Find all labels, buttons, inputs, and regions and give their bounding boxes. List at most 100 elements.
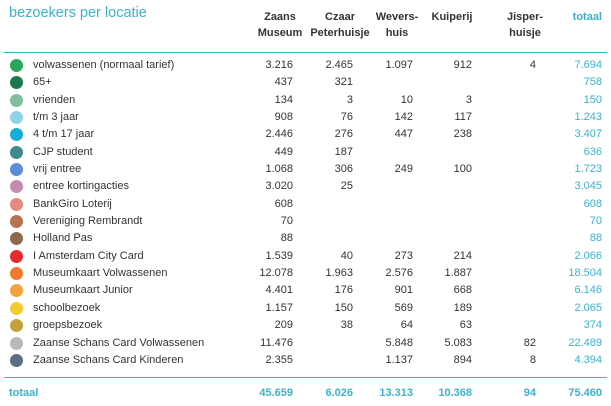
cell-jisperhuisje: 8 xyxy=(529,353,536,366)
cell-wevershuis: 142 xyxy=(394,111,413,124)
cell-totaal: 3.407 xyxy=(574,128,602,141)
cell-czaar-peterhuisje: 176 xyxy=(334,284,353,297)
cell-kuiperij: 5.083 xyxy=(444,336,472,349)
cell-totaal: 758 xyxy=(583,76,602,89)
column-header-line: totaal xyxy=(572,11,602,23)
row-label: volwassenen (normaal tarief) xyxy=(33,59,175,71)
table-row: groepsbezoek 209 38 64 63 374 xyxy=(0,317,611,334)
cell-zaans-museum: 70 xyxy=(280,215,293,228)
row-label: Zaanse Schans Card Kinderen xyxy=(33,353,184,366)
table-row: 4 t/m 17 jaar 2.446 276 447 238 3.407 xyxy=(0,126,611,143)
cell-kuiperij: 238 xyxy=(453,128,472,141)
cell-zaans-museum: 12.078 xyxy=(259,267,293,280)
row-label: Zaanse Schans Card Volwassenen xyxy=(33,336,205,349)
row-label: Museumkaart Junior xyxy=(33,284,133,297)
cell-zaans-museum: 2.446 xyxy=(265,128,293,141)
column-header-totaal: totaal xyxy=(552,10,602,26)
category-color-dot-icon xyxy=(10,145,23,159)
category-color-dot-icon xyxy=(10,197,23,211)
cell-czaar-peterhuisje: 276 xyxy=(334,128,353,141)
cell-wevershuis: 569 xyxy=(394,301,413,314)
cell-czaar-peterhuisje: 25 xyxy=(340,180,353,193)
total-zaans-museum: 45.659 xyxy=(259,387,293,399)
cell-wevershuis: 2.576 xyxy=(385,267,413,280)
table-row: t/m 3 jaar 908 76 142 117 1.243 xyxy=(0,109,611,126)
category-color-dot-icon xyxy=(10,336,23,350)
table-row: Museumkaart Volwassenen 12.078 1.963 2.576 1… xyxy=(0,265,611,282)
column-header-line: Jisper- xyxy=(506,11,544,23)
table-row: Zaanse Schans Card Volwassenen 11.476 5.84… xyxy=(0,335,611,352)
row-label: 4 t/m 17 jaar xyxy=(33,128,95,141)
cell-jisperhuisje: 4 xyxy=(529,59,536,71)
category-color-dot-icon xyxy=(10,215,23,229)
category-color-dot-icon xyxy=(10,319,23,333)
total-kuiperij: 10.368 xyxy=(438,387,472,399)
row-label: groepsbezoek xyxy=(33,319,103,332)
column-header-line: Czaar xyxy=(325,11,355,23)
table-row: Holland Pas 88 88 xyxy=(0,230,611,247)
category-color-dot-icon xyxy=(10,59,23,72)
total-wevershuis: 13.313 xyxy=(379,387,413,399)
cell-totaal: 22.489 xyxy=(568,336,602,349)
cell-wevershuis: 447 xyxy=(394,128,413,141)
cell-wevershuis: 1.097 xyxy=(385,59,413,71)
category-color-dot-icon xyxy=(10,353,23,367)
table-body: volwassenen (normaal tarief) 3.216 2.465 1.… xyxy=(0,57,611,369)
column-header-line: huis xyxy=(385,26,409,39)
cell-totaal: 374 xyxy=(583,319,602,332)
cell-czaar-peterhuisje: 2.465 xyxy=(325,59,353,71)
total-totaal: 75.460 xyxy=(568,387,602,399)
cell-kuiperij: 668 xyxy=(453,284,472,297)
cell-totaal: 3.045 xyxy=(574,180,602,193)
cell-zaans-museum: 3.216 xyxy=(265,59,293,71)
cell-zaans-museum: 11.476 xyxy=(260,336,293,349)
cell-zaans-museum: 437 xyxy=(274,76,293,89)
column-header-line: Peterhuisje xyxy=(310,26,370,39)
cell-wevershuis: 249 xyxy=(394,163,413,176)
cell-totaal: 150 xyxy=(583,93,602,106)
row-label: Holland Pas xyxy=(33,232,93,245)
totals-label: totaal xyxy=(9,387,39,399)
table-row: entree kortingacties 3.020 25 3.045 xyxy=(0,178,611,195)
row-label: vrienden xyxy=(33,93,76,106)
table-row: CJP student 449 187 636 xyxy=(0,144,611,161)
cell-czaar-peterhuisje: 76 xyxy=(340,111,353,124)
category-color-dot-icon xyxy=(10,301,23,315)
totals-row: totaal 45.659 6.026 13.313 10.368 94 75.460 xyxy=(0,385,611,401)
table-row: 65+ 437 321 758 xyxy=(0,74,611,91)
cell-zaans-museum: 1.068 xyxy=(265,163,293,176)
row-label: t/m 3 jaar xyxy=(33,111,79,124)
cell-kuiperij: 912 xyxy=(453,59,472,71)
cell-totaal: 18.504 xyxy=(568,267,602,280)
cell-zaans-museum: 449 xyxy=(274,145,293,158)
column-header-wevershuis: Wevers-huis xyxy=(372,10,422,41)
column-header-czaar-peterhuisje: Czaar Peterhuisje xyxy=(305,10,375,41)
category-color-dot-icon xyxy=(10,128,23,142)
cell-kuiperij: 189 xyxy=(453,301,472,314)
cell-kuiperij: 214 xyxy=(453,249,472,262)
category-color-dot-icon xyxy=(10,163,23,177)
cell-wevershuis: 5.848 xyxy=(385,336,413,349)
table-row: Zaanse Schans Card Kinderen 2.355 1.137 894… xyxy=(0,352,611,369)
column-header-line: Wevers- xyxy=(375,11,419,23)
totals-divider xyxy=(4,377,607,378)
cell-totaal: 608 xyxy=(583,197,602,210)
column-header-line: Zaans xyxy=(264,11,296,23)
category-color-dot-icon xyxy=(10,284,23,298)
table-row: vrienden 134 3 10 3 150 xyxy=(0,92,611,109)
cell-zaans-museum: 134 xyxy=(274,93,293,106)
cell-kuiperij: 117 xyxy=(454,111,472,124)
row-label: vrij entree xyxy=(33,163,82,176)
cell-kuiperij: 100 xyxy=(453,163,472,176)
cell-wevershuis: 901 xyxy=(394,284,413,297)
column-header-line: Museum xyxy=(257,26,303,39)
category-color-dot-icon xyxy=(10,93,23,107)
cell-czaar-peterhuisje: 321 xyxy=(334,76,353,89)
cell-czaar-peterhuisje: 40 xyxy=(340,249,353,262)
cell-jisperhuisje: 82 xyxy=(523,336,536,349)
total-czaar-peterhuisje: 6.026 xyxy=(325,387,353,399)
cell-czaar-peterhuisje: 1.963 xyxy=(325,267,353,280)
column-header-kuiperij: Kuiperij xyxy=(422,10,482,26)
cell-czaar-peterhuisje: 150 xyxy=(334,301,353,314)
